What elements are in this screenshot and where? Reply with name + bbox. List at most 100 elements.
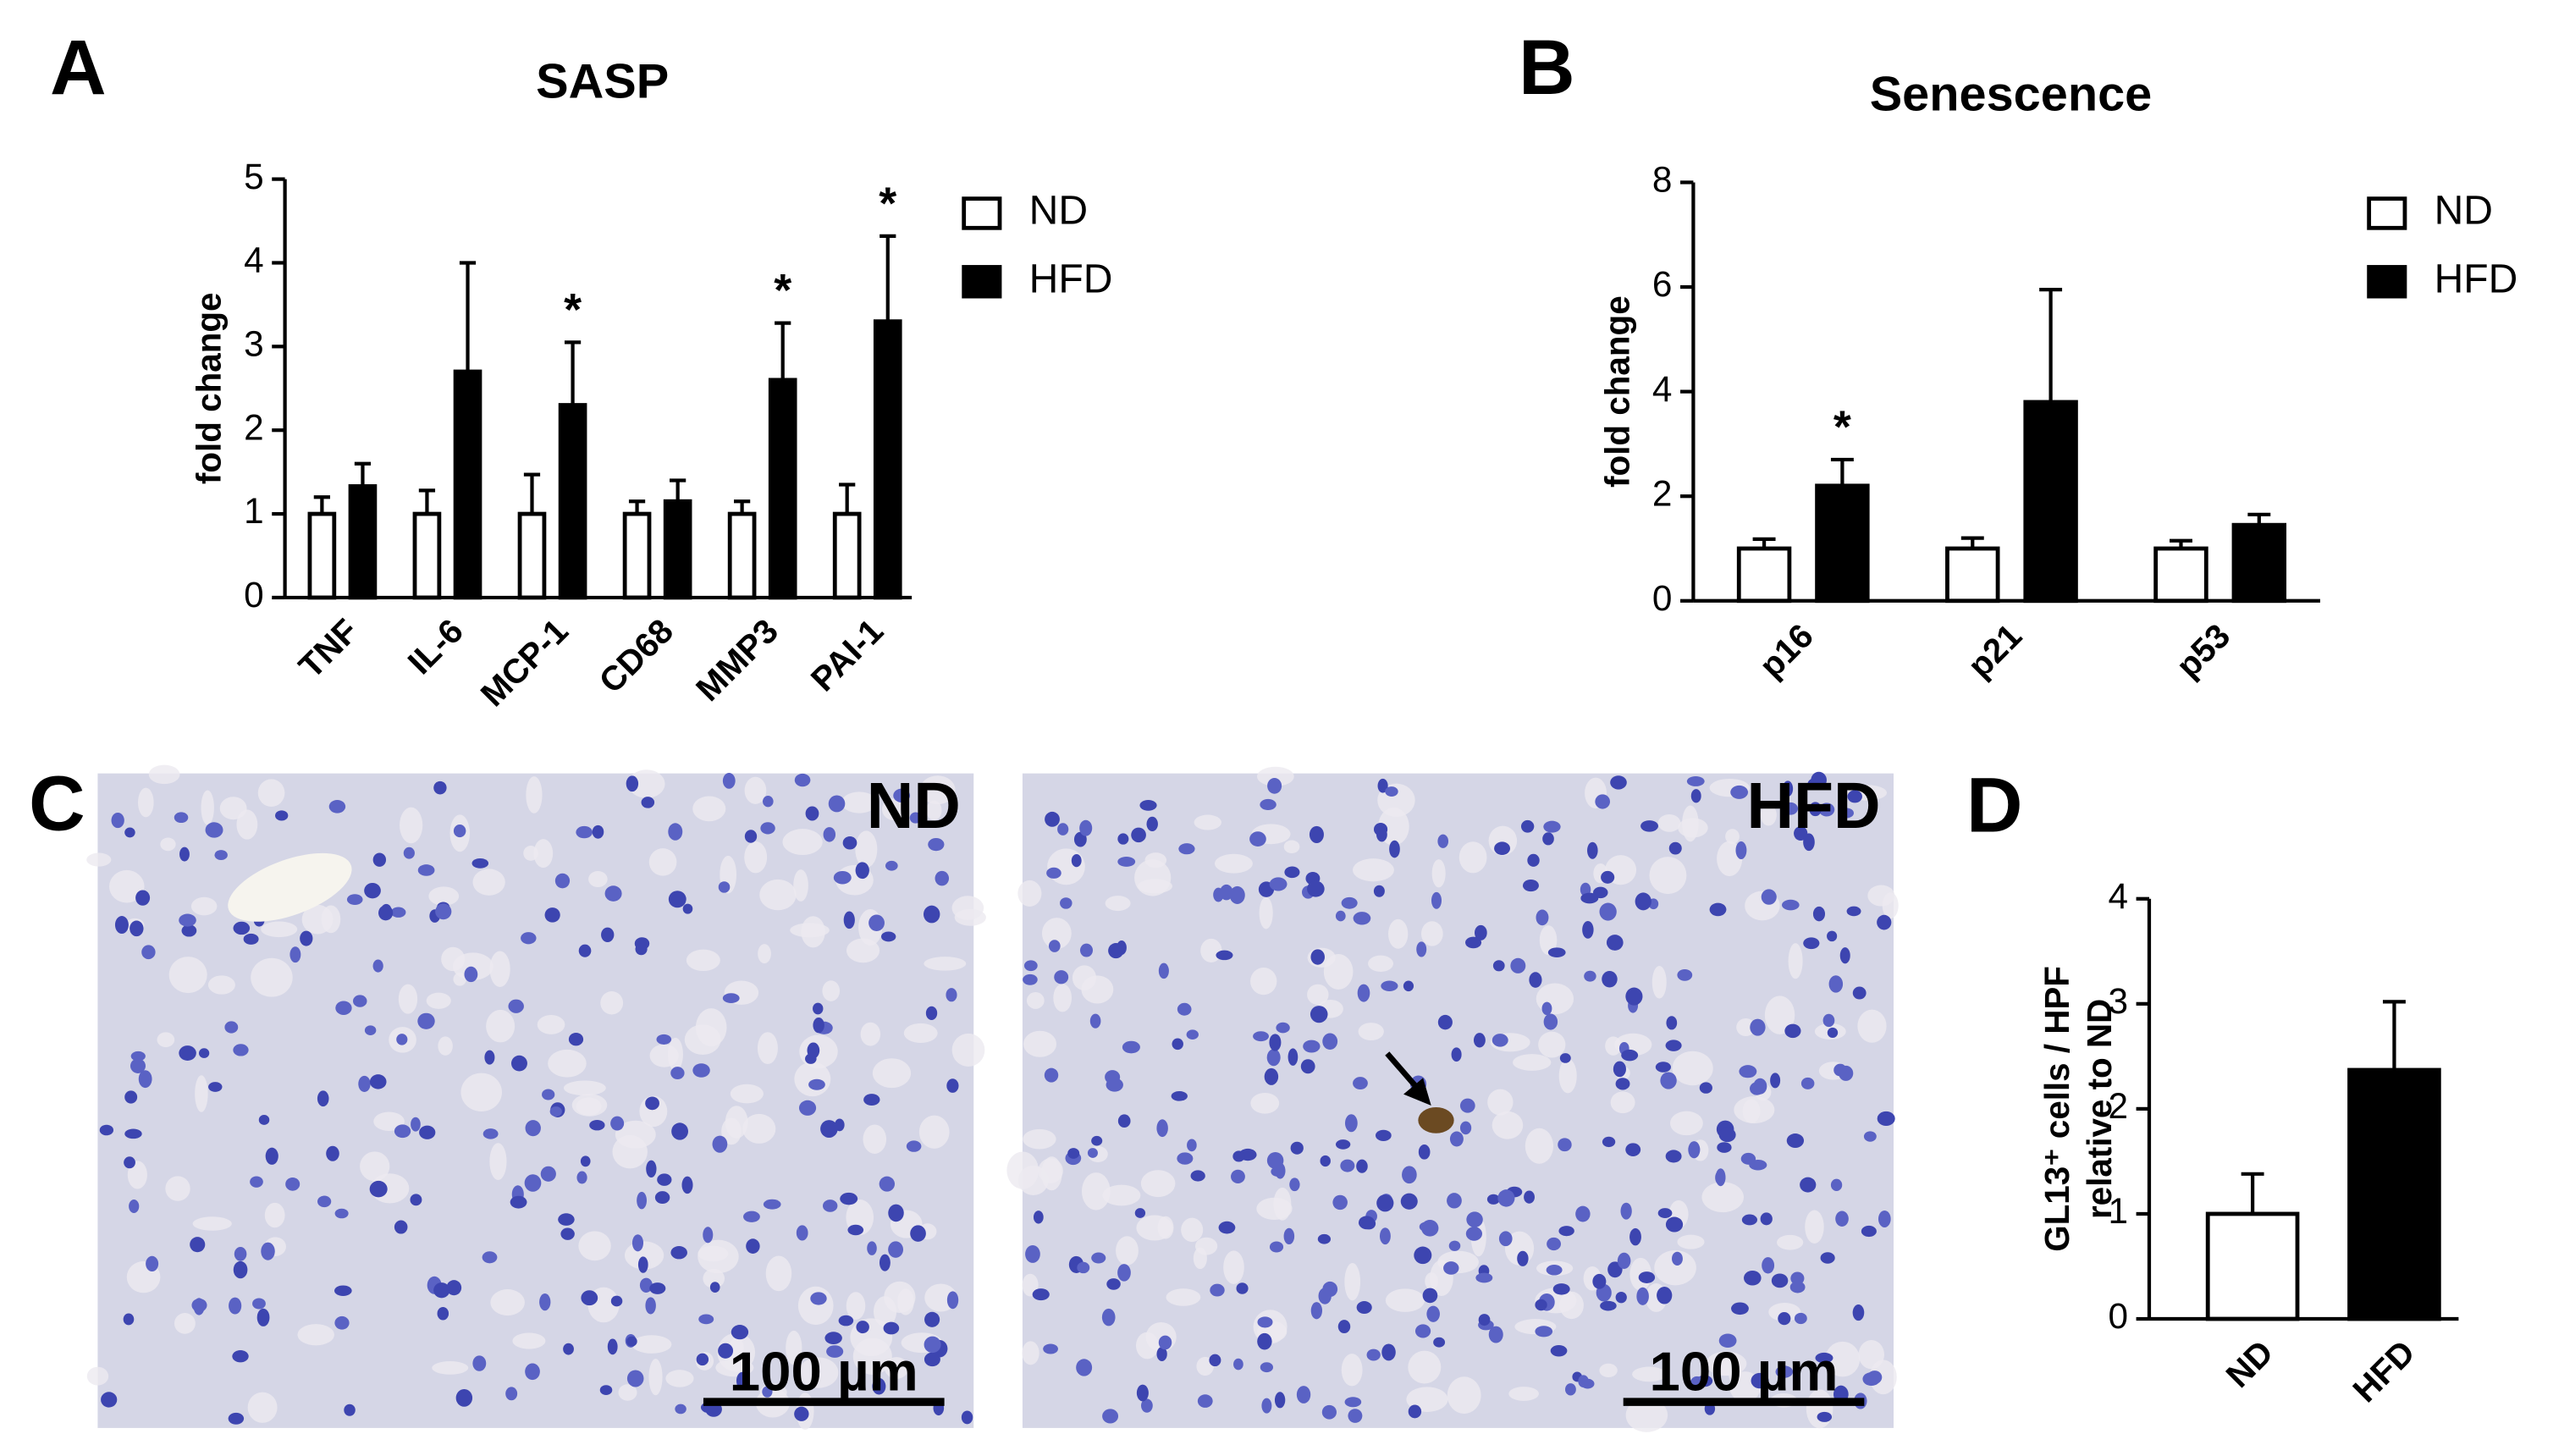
- nucleus: [243, 933, 259, 945]
- nucleus: [1414, 1324, 1431, 1338]
- nucleus: [626, 1370, 644, 1387]
- nucleus: [525, 1120, 541, 1137]
- nucleus: [581, 1290, 598, 1306]
- bar: [622, 511, 652, 600]
- nucleus: [1599, 902, 1617, 921]
- nucleus: [1839, 947, 1850, 964]
- cell-vacuole: [1136, 1215, 1173, 1241]
- nucleus: [805, 806, 819, 821]
- cell-vacuole: [460, 1073, 502, 1111]
- nucleus: [670, 1246, 687, 1260]
- bar: [307, 511, 337, 600]
- nucleus: [1023, 973, 1038, 985]
- nucleus: [1762, 1257, 1775, 1274]
- nucleus: [763, 1199, 781, 1210]
- nucleus: [796, 1225, 808, 1241]
- cell-vacuole: [855, 830, 878, 869]
- nucleus: [1187, 1139, 1197, 1152]
- panel-label: D: [1966, 760, 2023, 848]
- cell-vacuole: [1256, 1197, 1293, 1220]
- nucleus: [888, 1241, 904, 1258]
- bar: [412, 511, 442, 600]
- nucleus: [419, 1125, 436, 1139]
- nucleus: [1249, 831, 1266, 847]
- nucleus: [111, 812, 124, 829]
- nucleus: [1786, 1133, 1805, 1148]
- nucleus: [1320, 1155, 1331, 1167]
- nucleus: [601, 927, 615, 943]
- nucleus: [335, 1001, 352, 1015]
- nucleus: [378, 905, 394, 921]
- nucleus: [1318, 1288, 1332, 1304]
- nucleus: [1580, 892, 1599, 904]
- cell-vacuole: [744, 776, 767, 804]
- y-tick-label: 5: [244, 157, 264, 196]
- cell-vacuole: [1701, 1182, 1744, 1213]
- nucleus: [641, 797, 655, 808]
- x-tick-label: ND: [2218, 1332, 2280, 1395]
- nucleus: [813, 1017, 824, 1034]
- nucleus: [1718, 1333, 1737, 1348]
- cell-vacuole: [1682, 805, 1699, 842]
- nucleus: [1535, 1299, 1547, 1311]
- nucleus: [1465, 936, 1482, 949]
- cell-vacuole: [846, 938, 880, 963]
- nucleus: [1730, 785, 1749, 799]
- nucleus: [1794, 1312, 1807, 1325]
- nucleus: [1303, 1040, 1321, 1053]
- nucleus: [1494, 841, 1511, 855]
- nucleus: [1602, 1136, 1616, 1148]
- cell-vacuole: [1023, 1128, 1056, 1150]
- nucleus: [1715, 1170, 1726, 1185]
- cell-vacuole: [1599, 1363, 1618, 1378]
- nucleus: [179, 1045, 196, 1061]
- nucleus: [1784, 1023, 1801, 1039]
- cell-vacuole: [1420, 921, 1443, 946]
- nucleus: [1782, 780, 1794, 797]
- cell-vacuole: [400, 807, 423, 844]
- cell-vacuole: [1742, 1099, 1761, 1123]
- nucleus: [1260, 798, 1276, 811]
- nucleus: [1089, 1013, 1101, 1029]
- nucleus: [813, 1002, 824, 1015]
- nucleus: [1269, 877, 1288, 891]
- nucleus: [124, 1128, 142, 1139]
- x-tick-label: CD68: [591, 611, 681, 701]
- nucleus: [1770, 1073, 1781, 1089]
- nucleus: [1232, 1150, 1245, 1162]
- cell-vacuole: [951, 896, 984, 920]
- nucleus: [1543, 820, 1561, 833]
- y-tick-label: 2: [244, 407, 264, 447]
- nucleus: [1356, 1301, 1372, 1315]
- nucleus: [205, 822, 223, 838]
- cell-vacuole: [665, 1370, 694, 1387]
- cell-vacuole: [648, 1359, 663, 1396]
- nucleus: [390, 907, 406, 918]
- nucleus: [718, 881, 731, 893]
- nucleus: [1054, 970, 1069, 984]
- cell-vacuole: [578, 1231, 611, 1261]
- cell-vacuole: [1764, 995, 1795, 1034]
- nucleus: [358, 1075, 371, 1093]
- nucleus: [646, 1160, 657, 1178]
- nucleus: [1575, 1205, 1591, 1222]
- nucleus: [433, 1282, 450, 1299]
- nucleus: [1044, 1067, 1059, 1083]
- nucleus: [718, 1343, 734, 1359]
- cell-vacuole: [786, 1330, 802, 1365]
- y-tick-label: 6: [1652, 264, 1673, 304]
- nucleus: [1818, 802, 1835, 817]
- cell-vacuole: [192, 1216, 232, 1231]
- nucleus: [524, 1174, 542, 1192]
- nucleus: [1117, 1114, 1131, 1128]
- cell-vacuole: [1256, 766, 1294, 786]
- bar: [558, 403, 587, 600]
- nucleus: [576, 825, 593, 839]
- cell-vacuole: [523, 846, 538, 861]
- cell-vacuole: [1508, 1387, 1539, 1401]
- nucleus: [1233, 1358, 1243, 1371]
- nucleus: [847, 1224, 864, 1236]
- nucleus: [1665, 1216, 1684, 1233]
- nucleus: [1414, 1246, 1432, 1265]
- nucleus: [923, 905, 940, 924]
